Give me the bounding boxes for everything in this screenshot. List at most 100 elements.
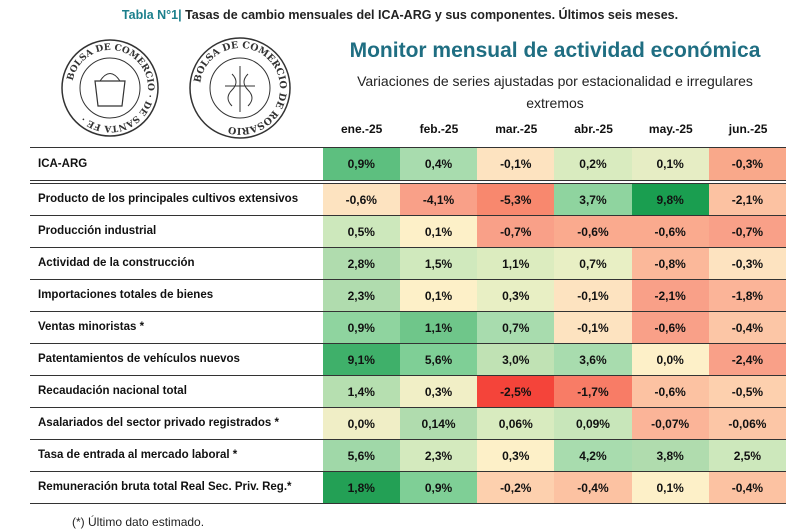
value-cell: 2,8% [322, 248, 400, 279]
value-cell: 4,2% [554, 440, 632, 471]
value-cell: 0,0% [631, 344, 709, 375]
value-cell: -2,1% [631, 280, 709, 311]
value-cell: 0,9% [322, 148, 400, 180]
value-cell: -0,5% [708, 376, 787, 407]
value-cell: -0,3% [708, 248, 787, 279]
value-cell: -0,1% [554, 312, 632, 343]
svg-text:BOLSA DE COMERCIO · DE SANTA F: BOLSA DE COMERCIO · DE SANTA FE · [66, 43, 155, 133]
value-cell: 3,7% [554, 184, 632, 215]
table-row: Producto de los principales cultivos ext… [30, 184, 787, 216]
column-header: ene.-25 [340, 122, 383, 136]
row-label: Recaudación nacional total [38, 385, 187, 397]
data-table: ICA-ARG 0,9% 0,4% -0,1% 0,2% 0,1% -0,3% Product… [30, 147, 787, 504]
footnote: (*) Último dato estimado. [72, 515, 205, 529]
value-cell: -0,7% [477, 216, 555, 247]
value-cell: -0,6% [322, 184, 400, 215]
value-cell: 0,1% [399, 216, 478, 247]
row-label: Producto de los principales cultivos ext… [38, 193, 299, 205]
table-row: Recaudación nacional total 1,4% 0,3% -2,5% -… [30, 376, 787, 408]
value-cell: -0,1% [477, 148, 555, 180]
table-row: Ventas minoristas * 0,9% 1,1% 0,7% -0,1% -0,6… [30, 312, 787, 344]
table-row: Actividad de la construcción 2,8% 1,5% 1,1%… [30, 248, 787, 280]
row-label: Tasa de entrada al mercado laboral * [38, 449, 238, 461]
value-cell: 0,7% [554, 248, 632, 279]
subtitle-line-1: Variaciones de series ajustadas por esta… [357, 73, 753, 89]
value-cell: 1,4% [322, 376, 400, 407]
value-cell: 1,5% [399, 248, 478, 279]
value-cell: -0,3% [708, 148, 787, 180]
table-row: Importaciones totales de bienes 2,3% 0,1% 0… [30, 280, 787, 312]
value-cell: 0,06% [477, 408, 555, 439]
value-cell: 0,4% [399, 148, 478, 180]
value-cell: 0,3% [399, 376, 478, 407]
caption-text: Tasas de cambio mensuales del ICA-ARG y … [181, 8, 679, 22]
table-row: Asalariados del sector privado registrad… [30, 408, 787, 440]
row-label: Actividad de la construcción [38, 257, 195, 269]
value-cell: 3,8% [631, 440, 709, 471]
value-cell: 0,3% [477, 440, 555, 471]
column-header: abr.-25 [574, 122, 613, 136]
value-cell: -0,8% [631, 248, 709, 279]
value-cell: 1,8% [322, 472, 400, 503]
table-row: Patentamientos de vehículos nuevos 9,1% 5,… [30, 344, 787, 376]
column-header: mar.-25 [495, 122, 538, 136]
row-label: Importaciones totales de bienes [38, 289, 214, 301]
santa-fe-seal-logo [61, 39, 159, 137]
value-cell: 0,09% [554, 408, 632, 439]
value-cell: 2,3% [399, 440, 478, 471]
row-label: Asalariados del sector privado registrad… [38, 417, 279, 429]
value-cell: 0,1% [631, 472, 709, 503]
value-cell: -0,4% [708, 472, 787, 503]
value-cell: -0,6% [554, 216, 632, 247]
value-cell: -0,6% [631, 376, 709, 407]
logos: BOLSA DE COMERCIO · DE SANTA FE · BOLSA … [61, 37, 291, 139]
caption-tag: Tabla N°1| [121, 8, 182, 22]
value-cell: 0,0% [322, 408, 400, 439]
value-cell: -0,07% [631, 408, 709, 439]
table-row: Tasa de entrada al mercado laboral * 5,6%… [30, 440, 787, 472]
value-cell: 0,5% [322, 216, 400, 247]
column-header: feb.-25 [419, 122, 459, 136]
value-cell: -0,2% [477, 472, 555, 503]
monitor-subtitle: Variaciones de series ajustadas por esta… [315, 70, 795, 114]
value-cell: 0,9% [322, 312, 400, 343]
column-header: jun.-25 [728, 122, 768, 136]
value-cell: -0,6% [631, 216, 709, 247]
row-label: Ventas minoristas * [38, 321, 145, 333]
value-cell: 0,3% [477, 280, 555, 311]
value-cell: 5,6% [322, 440, 400, 471]
row-label: Patentamientos de vehículos nuevos [38, 353, 240, 365]
value-cell: -2,1% [708, 184, 787, 215]
row-label: ICA-ARG [38, 157, 88, 170]
table-row: Remuneración bruta total Real Sec. Priv.… [30, 472, 787, 504]
value-cell: -5,3% [477, 184, 555, 215]
value-cell: -0,4% [708, 312, 787, 343]
column-headers: ene.-25 feb.-25 mar.-25 abr.-25 may.-25 jun.-… [323, 122, 787, 136]
value-cell: -1,8% [708, 280, 787, 311]
value-cell: 0,7% [477, 312, 555, 343]
monitor-title: Monitor mensual de actividad económica [349, 39, 761, 62]
subtitle-line-2: extremos [526, 95, 584, 111]
row-label: Producción industrial [38, 225, 157, 237]
value-cell: 2,5% [708, 440, 787, 471]
value-cell: -0,7% [708, 216, 787, 247]
value-cell: 3,0% [477, 344, 555, 375]
value-cell: 9,8% [631, 184, 709, 215]
table-row: ICA-ARG 0,9% 0,4% -0,1% 0,2% 0,1% -0,3% [30, 147, 787, 184]
value-cell: 0,1% [631, 148, 709, 180]
value-cell: 1,1% [477, 248, 555, 279]
value-cell: 3,6% [554, 344, 632, 375]
value-cell: -0,6% [631, 312, 709, 343]
value-cell: 0,2% [554, 148, 632, 180]
table-row: Producción industrial 0,5% 0,1% -0,7% -0,6% -… [30, 216, 787, 248]
value-cell: -2,5% [477, 376, 555, 407]
row-label: Remuneración bruta total Real Sec. Priv.… [38, 481, 292, 493]
value-cell: -0,06% [708, 408, 787, 439]
value-cell: -0,1% [554, 280, 632, 311]
value-cell: 0,9% [399, 472, 478, 503]
value-cell: -4,1% [399, 184, 478, 215]
value-cell: -1,7% [554, 376, 632, 407]
value-cell: 9,1% [322, 344, 400, 375]
column-header: may.-25 [648, 122, 693, 136]
table-caption: Tabla N°1| Tasas de cambio mensuales del… [0, 8, 800, 22]
